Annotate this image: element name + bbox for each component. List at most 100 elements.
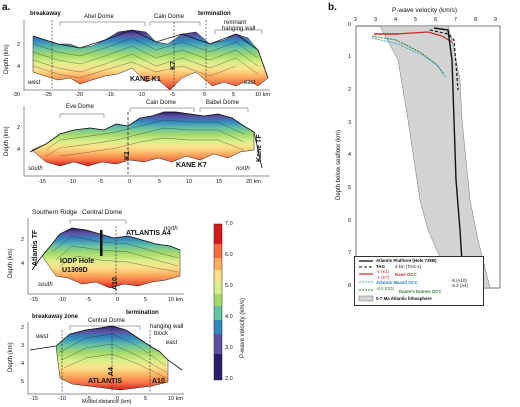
p2-xtick: -5 xyxy=(98,179,103,185)
label-central-dome-4: Central Dome xyxy=(88,318,126,324)
b-ytick: 3 xyxy=(348,120,352,126)
p1-xtick: 5 xyxy=(232,92,236,98)
b-ytick: 4 xyxy=(348,152,352,158)
colorbar-tick: 3.0 xyxy=(225,345,233,351)
label-block: block xyxy=(154,331,169,337)
label-breakaway-zone: breakaway zone xyxy=(32,314,79,320)
b-xtick: 4 xyxy=(394,17,398,23)
p1-ytick: 2 xyxy=(17,42,21,48)
panel-b-label: b. xyxy=(328,2,337,13)
label-termination: termination xyxy=(198,11,231,17)
section-kane-k7 xyxy=(23,106,270,177)
label-kane-tf: Kane TF xyxy=(256,134,263,162)
p4-xtick: -15 xyxy=(30,396,38,402)
p4-xtick: -5 xyxy=(86,396,91,402)
p3-xtick: -15 xyxy=(30,297,38,303)
label-east-4: east xyxy=(166,340,178,346)
section-atlantis-a4 xyxy=(27,218,184,295)
label-cain-dome-2: Cain Dome xyxy=(146,100,177,106)
p4-ytick: 3 xyxy=(21,343,25,349)
profile-name-kane-k1: KANE K1 xyxy=(130,76,161,83)
legend-kane-k1: -1 (K1) xyxy=(376,269,390,274)
legend-dante-note: -8.5 (DD) xyxy=(376,286,395,291)
p2-xtick: 10 xyxy=(186,179,193,185)
label-a10-3: A10 xyxy=(112,277,119,290)
b-ytick: 2 xyxy=(348,87,352,93)
b-xtick: 3 xyxy=(374,17,378,23)
p4-xtick: 10 km xyxy=(168,396,183,402)
b-xtick: 9 xyxy=(494,17,498,23)
p3-xtick: 0 xyxy=(116,297,120,303)
label-north: north xyxy=(236,166,250,172)
label-breakaway: breakaway xyxy=(30,11,61,17)
p1-ytick: 4 xyxy=(17,64,21,70)
section-atlantis xyxy=(27,322,184,395)
p3-xtick: -5 xyxy=(86,297,91,303)
label-iodp-u1309d: U1309D xyxy=(62,267,88,274)
p2-xtick: 0 xyxy=(128,179,132,185)
p2-ytick: 4 xyxy=(17,147,21,153)
b-ytick: 0 xyxy=(348,22,352,28)
p2-xtick: -10 xyxy=(68,179,76,185)
colorbar-tick: 4.0 xyxy=(225,314,233,320)
p1-xtick: -5 xyxy=(170,92,175,98)
profile-name-atlantis-a4: ATLANTIS A4 xyxy=(126,230,171,237)
label-k1: K1 xyxy=(124,151,131,160)
p1-xtick: -30 xyxy=(12,92,20,98)
label-cain-dome: Cain Dome xyxy=(154,14,185,20)
label-eve-dome: Eve Dome xyxy=(66,104,95,110)
label-hanging-wall: hanging wall xyxy=(222,26,256,32)
p1-xtick: -10 xyxy=(137,92,145,98)
p1-xtick: -15 xyxy=(106,92,114,98)
panel-a-label: a. xyxy=(2,2,11,13)
p3-xtick: -10 xyxy=(58,297,66,303)
legend-envelope: 0-7 Ma Atlantic lithosphere xyxy=(376,296,432,301)
p4-xtick: -10 xyxy=(58,396,66,402)
p3-ylabel: Depth (km) xyxy=(8,248,14,278)
label-north-3: north xyxy=(164,226,178,232)
p2-ylabel: Depth (km) xyxy=(4,126,10,156)
label-a4-4: A4 xyxy=(108,367,115,376)
label-west-4: west xyxy=(36,334,49,340)
panel-b-title: P-wave velocity (km/s) xyxy=(392,7,458,14)
velocity-colorbar xyxy=(213,223,223,381)
velocity-depth-plot xyxy=(355,25,501,289)
p4-xtick: 0 xyxy=(116,396,120,402)
p3-ytick: 2 xyxy=(21,237,25,243)
legend-kane-k7: -1 (K7) xyxy=(376,275,390,280)
label-a10-4: A10 xyxy=(152,378,165,385)
p1-xtick: 0 xyxy=(203,92,207,98)
p4-ytick: 5 xyxy=(21,379,25,385)
p2-xtick: 15 xyxy=(216,179,223,185)
p2-ytick: 2 xyxy=(17,125,21,131)
profile-name-kane-k7: KANE K7 xyxy=(176,162,207,169)
p1-xtick: -25 xyxy=(44,92,52,98)
p3-xtick: 10 km xyxy=(168,297,183,303)
label-south: south xyxy=(28,166,43,172)
legend-massif: Atlantis Massif OCC xyxy=(376,280,418,285)
b-ytick: 5 xyxy=(348,185,352,191)
section-kane-k1 xyxy=(23,20,270,91)
legend-atlantis-platform: Atlantis Platform (Hole 735B) xyxy=(376,258,437,263)
label-south-3: south xyxy=(38,282,53,288)
b-xtick: 2 xyxy=(354,17,358,23)
colorbar-tick: 6.0 xyxy=(225,252,233,258)
colorbar-tick: 2.0 xyxy=(225,376,233,382)
label-hanging-wall-4: hanging wall xyxy=(150,324,184,330)
colorbar-label: P-wave velocity (km/s) xyxy=(240,297,246,358)
p1-xtick: 10 km xyxy=(255,92,270,98)
p2-xtick: -15 xyxy=(38,179,46,185)
legend-massif-a10: -5 (A10) xyxy=(451,278,467,283)
label-west: west xyxy=(28,80,41,86)
legend-dante: Dante's Domes OCC xyxy=(399,289,442,294)
profile-name-atlantis: ATLANTIS xyxy=(88,378,123,385)
legend-swatches xyxy=(358,260,374,302)
p4-xtick: 5 xyxy=(144,396,148,402)
label-remnant: remnant xyxy=(224,20,247,26)
label-babel-dome: Babel Dome xyxy=(206,100,240,106)
b-ylabel: Depth below seafloor (km) xyxy=(336,129,342,200)
p2-xtick: 20 km xyxy=(246,179,261,185)
b-xtick: 6 xyxy=(434,17,438,23)
p4-ytick: 2 xyxy=(21,325,25,331)
label-atlantis-tf: Atlantis TF xyxy=(32,229,39,266)
